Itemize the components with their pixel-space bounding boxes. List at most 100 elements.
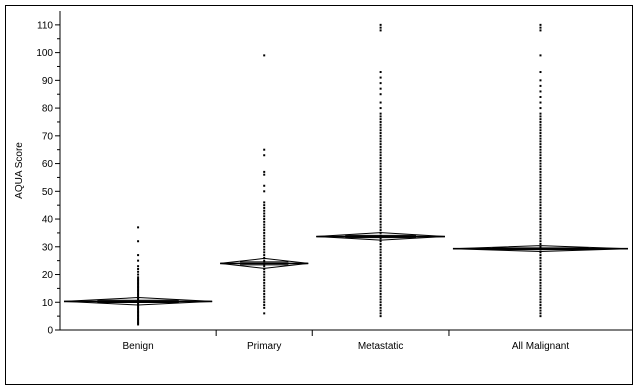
y-tick-label: 60 xyxy=(42,159,54,170)
data-point xyxy=(539,71,542,74)
data-point xyxy=(539,237,542,240)
data-point xyxy=(539,267,542,270)
data-point xyxy=(137,310,140,313)
data-point xyxy=(379,170,382,173)
data-point xyxy=(539,79,542,82)
data-point xyxy=(539,29,542,32)
data-point xyxy=(539,148,542,151)
data-point xyxy=(539,270,542,273)
data-point xyxy=(263,154,266,157)
data-point xyxy=(379,301,382,304)
data-point xyxy=(379,118,382,121)
data-point xyxy=(539,195,542,198)
data-point xyxy=(263,54,266,57)
data-point xyxy=(379,82,382,85)
data-point xyxy=(379,276,382,279)
data-point xyxy=(379,190,382,193)
data-point xyxy=(263,245,266,248)
data-point xyxy=(137,313,140,316)
data-point xyxy=(539,143,542,146)
data-point xyxy=(137,323,140,326)
data-point xyxy=(137,288,140,291)
data-point xyxy=(539,256,542,259)
data-point xyxy=(379,281,382,284)
data-point xyxy=(539,107,542,110)
data-point xyxy=(539,123,542,126)
y-tick-label: 30 xyxy=(42,242,54,253)
data-point xyxy=(539,279,542,282)
data-point xyxy=(263,234,266,237)
data-point xyxy=(539,23,542,26)
y-tick-label: 80 xyxy=(42,104,54,115)
data-point xyxy=(263,226,266,229)
data-point xyxy=(539,223,542,226)
data-point xyxy=(137,302,140,305)
data-point xyxy=(263,256,266,259)
data-point xyxy=(539,315,542,318)
data-point xyxy=(539,140,542,143)
data-point xyxy=(137,291,140,294)
data-point xyxy=(137,240,140,243)
data-point xyxy=(379,240,382,243)
data-point xyxy=(263,218,266,221)
data-point xyxy=(379,76,382,79)
data-point xyxy=(539,154,542,157)
data-point xyxy=(539,212,542,215)
data-point xyxy=(263,298,266,301)
data-point xyxy=(379,245,382,248)
data-point xyxy=(379,140,382,143)
data-point xyxy=(539,159,542,162)
data-point xyxy=(379,168,382,171)
data-point xyxy=(539,84,542,87)
data-point xyxy=(539,251,542,254)
data-point xyxy=(263,259,266,262)
data-point xyxy=(379,87,382,90)
data-point xyxy=(379,306,382,309)
data-point xyxy=(539,290,542,293)
data-point xyxy=(137,308,140,311)
data-point xyxy=(379,262,382,265)
data-point xyxy=(379,248,382,251)
data-point xyxy=(137,316,140,319)
data-point xyxy=(379,220,382,223)
data-point xyxy=(263,301,266,304)
data-point xyxy=(539,101,542,104)
data-point xyxy=(263,229,266,232)
data-point xyxy=(539,184,542,187)
data-point xyxy=(539,243,542,246)
data-point xyxy=(539,126,542,129)
data-point xyxy=(539,284,542,287)
data-point xyxy=(539,206,542,209)
data-point xyxy=(263,170,266,173)
data-point xyxy=(263,184,266,187)
data-point xyxy=(263,231,266,234)
data-point xyxy=(539,90,542,93)
data-point xyxy=(539,215,542,218)
chart-plot: 0 10 20 30 40 50 60 70 80 90 100 110 Benign Primary Me… xyxy=(14,11,632,352)
data-point xyxy=(379,295,382,298)
data-point xyxy=(263,248,266,251)
data-point xyxy=(539,281,542,284)
x-category-label: Metastatic xyxy=(358,341,404,352)
data-point xyxy=(379,129,382,132)
data-point xyxy=(137,290,140,293)
data-point xyxy=(137,267,140,270)
data-point xyxy=(137,309,140,312)
data-point xyxy=(379,148,382,151)
data-point xyxy=(379,107,382,110)
data-point xyxy=(379,195,382,198)
data-point xyxy=(379,123,382,126)
data-point xyxy=(539,304,542,307)
data-point xyxy=(539,301,542,304)
data-point xyxy=(137,284,140,287)
y-tick-label: 20 xyxy=(42,270,54,281)
data-point xyxy=(379,226,382,229)
data-point xyxy=(539,265,542,268)
data-point xyxy=(137,292,140,295)
axes-group: 0 10 20 30 40 50 60 70 80 90 100 110 Benign Primary Me… xyxy=(36,11,632,352)
data-point xyxy=(539,168,542,171)
data-point xyxy=(379,101,382,104)
data-point xyxy=(539,226,542,229)
data-point xyxy=(379,315,382,318)
data-point xyxy=(379,229,382,232)
